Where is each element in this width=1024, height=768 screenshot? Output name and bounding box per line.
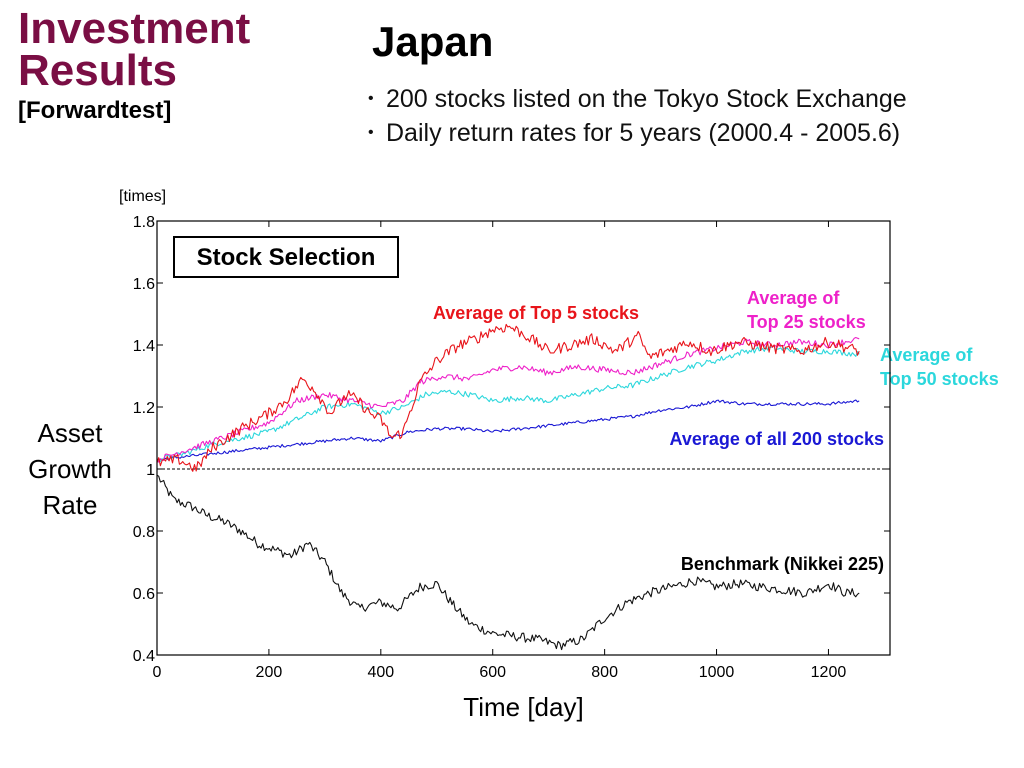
x-tick-label: 600 bbox=[479, 664, 506, 681]
plot-frame: Stock Selection bbox=[156, 220, 891, 656]
axes: 0.4 0.6 0.8 1 1.2 1.4 1.6 1.8 0 200 400 600 800 1000 1… bbox=[28, 188, 890, 722]
x-tick-label: 1000 bbox=[699, 664, 735, 681]
y-unit-label: [times] bbox=[119, 188, 166, 205]
series-line-top5 bbox=[156, 323, 860, 472]
y-axis-title-line: Asset bbox=[37, 418, 103, 448]
plot-border bbox=[156, 220, 891, 656]
x-tick-label: 0 bbox=[153, 664, 162, 681]
slide-title-line2: Results bbox=[18, 46, 177, 95]
series-label-all200: Average of all 200 stocks bbox=[670, 429, 884, 449]
y-tick-label: 1.2 bbox=[133, 400, 155, 417]
series-line-all200 bbox=[156, 399, 860, 461]
stock-selection-label: Stock Selection bbox=[197, 244, 376, 271]
bullet-item: 200 stocks listed on the Tokyo Stock Exc… bbox=[368, 82, 907, 116]
y-axis-title-line: Growth bbox=[28, 454, 112, 484]
y-tick-label: 1.6 bbox=[133, 276, 155, 293]
series-line-top50 bbox=[156, 345, 860, 463]
section-heading: Japan bbox=[372, 18, 494, 65]
y-tick-label: 0.8 bbox=[133, 524, 155, 541]
y-tick-label: 0.4 bbox=[133, 648, 155, 665]
x-tick-label: 200 bbox=[256, 664, 283, 681]
y-tick-label: 1 bbox=[146, 462, 155, 479]
bullet-item: Daily return rates for 5 years (2000.4 -… bbox=[368, 116, 907, 150]
x-tick-label: 1200 bbox=[811, 664, 847, 681]
series-line-benchmark bbox=[156, 474, 860, 651]
series-labels: Average of Top 5 stocks Average of Top 25 … bbox=[433, 288, 999, 574]
bullet-list: 200 stocks listed on the Tokyo Stock Exc… bbox=[368, 82, 907, 150]
series-label-top5: Average of Top 5 stocks bbox=[433, 303, 639, 323]
series-label-top25: Top 25 stocks bbox=[747, 312, 866, 332]
y-tick-label: 1.8 bbox=[133, 214, 155, 231]
x-tick-label: 800 bbox=[591, 664, 618, 681]
y-axis-title-line: Rate bbox=[43, 490, 98, 520]
series-label-top50: Top 50 stocks bbox=[880, 369, 999, 389]
series-label-top50: Average of bbox=[880, 345, 973, 365]
slide-title: Investment Results bbox=[18, 4, 251, 95]
y-tick-label: 0.6 bbox=[133, 586, 155, 603]
y-tick-label: 1.4 bbox=[133, 338, 155, 355]
series-line-top25 bbox=[156, 336, 860, 463]
x-tick-label: 400 bbox=[367, 664, 394, 681]
series-label-benchmark: Benchmark (Nikkei 225) bbox=[681, 554, 884, 574]
slide-title-line1: Investment bbox=[18, 4, 251, 53]
stock-selection-box bbox=[173, 236, 399, 278]
x-axis-title: Time [day] bbox=[463, 692, 583, 722]
series-lines bbox=[156, 323, 860, 651]
slide-subtitle: [Forwardtest] bbox=[18, 97, 172, 124]
series-label-top25: Average of bbox=[747, 288, 840, 308]
